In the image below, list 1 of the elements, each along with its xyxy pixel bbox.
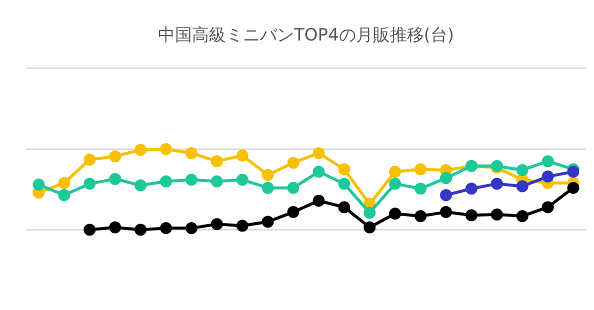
chart-title: 中国高級ミニバンTOP4の月販推移(台): [158, 26, 454, 46]
